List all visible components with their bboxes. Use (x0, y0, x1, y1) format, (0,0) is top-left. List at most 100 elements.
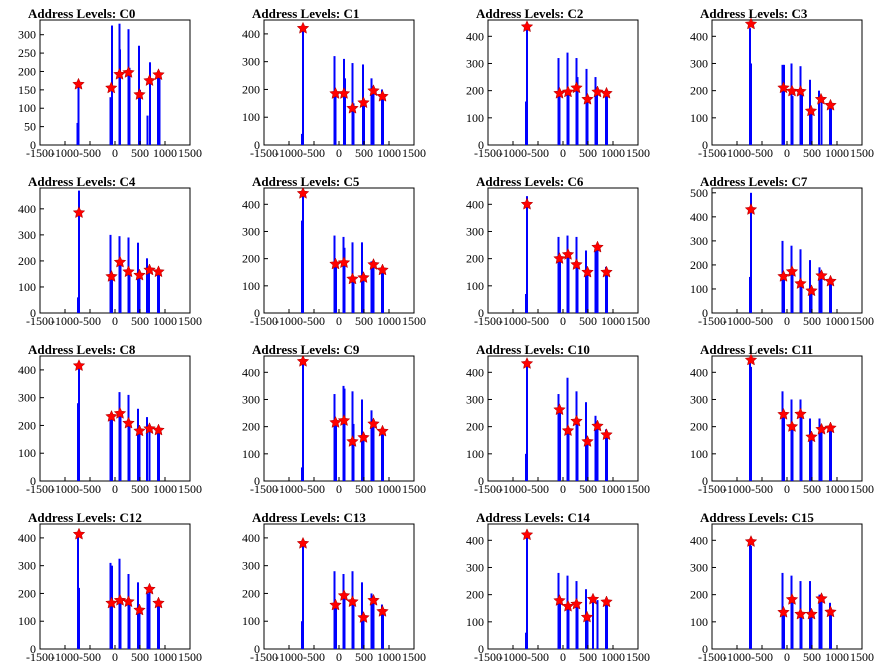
peak-marker (367, 84, 380, 97)
peak-marker (591, 85, 604, 98)
x-tick-label: -1000 (723, 482, 751, 496)
peak-marker (367, 258, 380, 270)
y-tick-label: 300 (242, 559, 260, 573)
x-tick-label: 1500 (402, 482, 426, 496)
plot-frame (39, 187, 191, 314)
y-tick-label: 300 (18, 228, 36, 242)
x-tick-label: -1500 (250, 314, 278, 328)
y-tick-label: 400 (690, 210, 708, 224)
x-tick-label: -1500 (250, 482, 278, 496)
x-tick-label: -500 (751, 650, 773, 664)
peak-marker (122, 595, 135, 608)
peak-marker (570, 81, 583, 94)
x-tick-label: 0 (112, 146, 118, 160)
peak-marker (122, 416, 135, 429)
histogram-svg: Address Levels: C14 0 100 200 300 400 -1500-10… (466, 510, 650, 664)
peak-marker (815, 592, 828, 605)
x-tick-label: 500 (355, 314, 373, 328)
plot-frame (711, 187, 863, 314)
y-tick-label: 400 (690, 29, 708, 43)
x-tick-label: 1000 (601, 650, 625, 664)
x-tick-label: 1000 (601, 314, 625, 328)
peak-marker (815, 269, 828, 282)
x-tick-label: 1500 (626, 146, 650, 160)
y-tick-label: 0 (702, 642, 708, 656)
x-tick-label: 0 (112, 650, 118, 664)
peak-marker (357, 610, 370, 623)
y-tick-label: 100 (242, 279, 260, 293)
y-tick-label: 300 (466, 392, 484, 406)
x-tick-label: 0 (112, 482, 118, 496)
x-tick-label: 500 (579, 482, 597, 496)
peak-marker (814, 92, 828, 105)
y-tick-label: 100 (466, 447, 484, 461)
x-tick-label: 0 (336, 650, 342, 664)
y-tick-label: 300 (466, 56, 484, 70)
peak-marker (570, 258, 583, 270)
y-tick-label: 300 (690, 392, 708, 406)
y-tick-label: 200 (18, 586, 36, 600)
x-tick-label: 500 (803, 482, 821, 496)
y-tick-label: 0 (254, 642, 260, 656)
x-tick-label: 500 (131, 314, 149, 328)
x-tick-label: -500 (303, 482, 325, 496)
peak-marker (824, 274, 837, 287)
x-tick-label: 1500 (626, 314, 650, 328)
y-tick-label: 0 (478, 642, 484, 656)
peak-marker (520, 20, 534, 33)
chart-panel-c4: Address Levels: C4 0 100 200 300 400 -1500 -100… (0, 168, 224, 336)
x-tick-label: -1000 (275, 146, 303, 160)
x-tick-label: -500 (751, 482, 773, 496)
x-tick-label: -1500 (698, 650, 726, 664)
chart-title: Address Levels: C2 (476, 6, 583, 21)
peak-marker (72, 359, 86, 372)
chart-title: Address Levels: C13 (252, 510, 366, 525)
histogram-svg: Address Levels: C13 0 100 200 300 400 -1500-10… (242, 510, 426, 664)
y-tick-label: 400 (466, 29, 484, 43)
histogram-svg: Address Levels: C1 0 100 200 300 400 -1500-100… (242, 6, 426, 160)
x-tick-label: -1500 (698, 482, 726, 496)
peak-marker (777, 269, 790, 282)
plot-frame (39, 355, 191, 482)
chart-title: Address Levels: C1 (252, 6, 359, 21)
y-tick-label: 200 (242, 420, 260, 434)
x-tick-label: 500 (579, 650, 597, 664)
x-tick-label: -1500 (474, 482, 502, 496)
x-tick-label: 1000 (825, 146, 849, 160)
y-tick-label: 100 (18, 446, 36, 460)
x-tick-label: -1500 (26, 482, 54, 496)
y-tick-label: 200 (18, 418, 36, 432)
y-tick-label: 400 (18, 202, 36, 216)
peak-marker (367, 593, 380, 606)
peak-marker (824, 605, 837, 618)
histogram-svg: Address Levels: C4 0 100 200 300 400 -1500-100… (18, 174, 202, 328)
histogram-svg: Address Levels: C9 0 100 200 300 400 -1500-100… (242, 342, 426, 496)
peak-marker (553, 252, 566, 265)
peak-marker (113, 67, 126, 80)
y-tick-label: 0 (478, 138, 484, 152)
peak-marker (337, 414, 351, 427)
peak-marker (794, 84, 807, 97)
y-tick-label: 0 (30, 474, 36, 488)
y-tick-label: 0 (478, 474, 484, 488)
y-tick-label: 200 (466, 84, 484, 98)
plot-frame (39, 523, 191, 650)
y-tick-label: 100 (690, 111, 708, 125)
y-tick-label: 0 (30, 642, 36, 656)
x-tick-label: -1000 (275, 650, 303, 664)
x-tick-label: 1500 (178, 146, 202, 160)
peak-marker (580, 610, 594, 623)
x-tick-label: -1500 (26, 314, 54, 328)
peak-marker (346, 434, 359, 447)
x-tick-label: 1000 (377, 482, 401, 496)
x-tick-label: 0 (784, 482, 790, 496)
y-tick-label: 100 (690, 447, 708, 461)
x-tick-label: 1500 (178, 482, 202, 496)
peak-marker (329, 598, 342, 611)
peak-marker (296, 186, 310, 199)
x-tick-label: 500 (579, 146, 597, 160)
peak-marker (561, 85, 575, 98)
peak-marker (367, 417, 380, 430)
plot-frame (39, 19, 191, 146)
